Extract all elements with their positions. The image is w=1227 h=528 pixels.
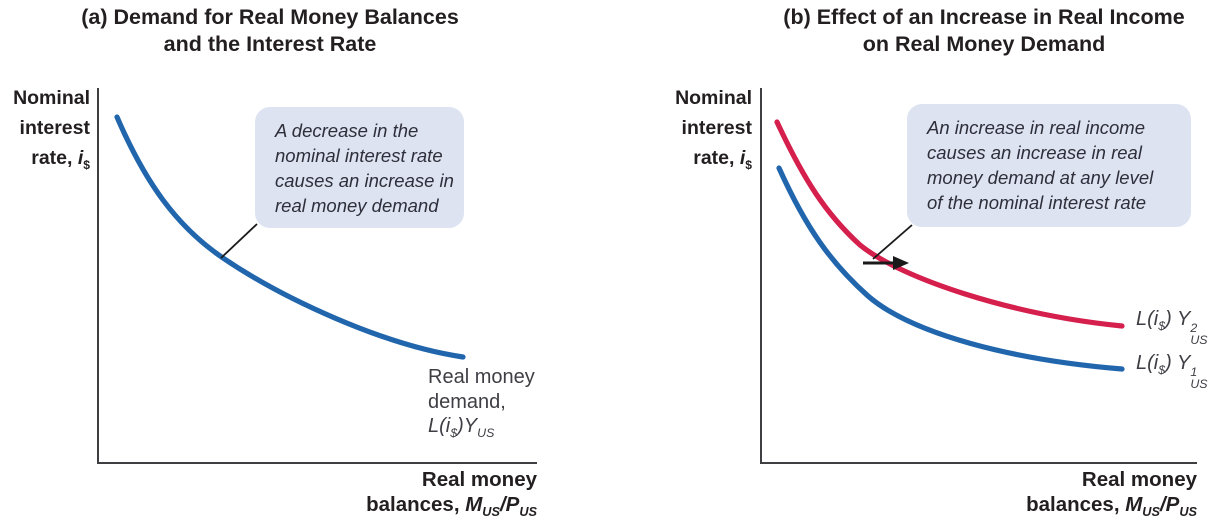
- us-subscript: US: [1142, 504, 1160, 520]
- shift-right-arrow-icon: [863, 256, 909, 270]
- panel-b-y-axis-label: Nominal interest rate, i$: [658, 83, 752, 180]
- money-supply-symbol: M: [1125, 493, 1143, 516]
- interest-rate-symbol: i: [77, 147, 84, 169]
- us-subscript: US: [1190, 377, 1208, 392]
- panel-a-title-line1: (a) Demand for Real Money Balances: [81, 5, 459, 29]
- formula-mid: )Y: [457, 415, 478, 437]
- superscript-1: 1: [1190, 364, 1198, 379]
- balances-text: balances,: [366, 493, 466, 516]
- panel-b-callout-line4: of the nominal interest rate: [927, 192, 1147, 213]
- panel-a-x-axis-label: Real money balances, MUS/PUS: [257, 467, 537, 524]
- panel-b-money-demand-curve-y1: [776, 165, 1125, 372]
- panel-b-title-line2: on Real Money Demand: [862, 32, 1106, 56]
- panel-a-x-axis-label-line2: balances, MUS/PUS: [257, 492, 537, 524]
- panel-b-x-axis-label-line2: balances, MUS/PUS: [917, 492, 1197, 524]
- superscript-2: 2: [1190, 320, 1198, 335]
- us-subscript: US: [1190, 333, 1208, 348]
- panel-b-title: (b) Effect of an Increase in Real Income…: [741, 4, 1227, 58]
- panel-b-callout-line2: causes an increase in real: [927, 142, 1142, 163]
- divide-slash: /: [499, 493, 506, 516]
- panel-b-callout-pointer-line: [872, 224, 913, 260]
- panel-a-callout-line4: real money demand: [275, 195, 439, 216]
- panel-a-callout-pointer-line: [220, 223, 258, 259]
- panel-b-y-axis-label-line3: rate, i$: [658, 143, 752, 180]
- panel-a-x-axis-label-line1: Real money: [421, 468, 537, 491]
- interest-rate-symbol: i: [739, 147, 746, 169]
- panel-b-x-axis-label: Real money balances, MUS/PUS: [917, 467, 1197, 524]
- panel-a-title-line2: and the Interest Rate: [163, 32, 377, 56]
- formula-mid: ) Y: [1165, 352, 1191, 374]
- panel-a-curve-formula: L(i$)YUS: [428, 414, 535, 446]
- formula-base: L(i: [1136, 352, 1159, 374]
- panel-b-y-axis-label-line1: Nominal: [675, 87, 752, 109]
- price-level-symbol: P: [505, 493, 520, 516]
- panel-b-callout-line3: money demand at any level: [927, 167, 1154, 188]
- panel-b-callout: An increase in real income causes an inc…: [907, 104, 1191, 227]
- us-subscript: US: [1179, 504, 1197, 520]
- us-subscript: US: [477, 426, 495, 440]
- panel-a-y-axis-label: Nominal interest rate, i$: [0, 83, 90, 180]
- panel-a-callout-line1: A decrease in the: [275, 120, 419, 141]
- formula-mid: ) Y: [1165, 308, 1191, 330]
- dollar-subscript: $: [450, 426, 458, 440]
- us-subscript: US: [519, 504, 537, 520]
- panel-b-title-line1: (b) Effect of an Increase in Real Income: [783, 5, 1185, 29]
- dollar-subscript: $: [745, 157, 752, 172]
- formula-base: L(i: [428, 415, 451, 437]
- formula-base: L(i: [1136, 308, 1159, 330]
- stacked-scripts: 2 US: [1190, 322, 1207, 347]
- panel-a-y-axis-label-line3: rate, i$: [0, 143, 90, 180]
- panel-b-callout-line1: An increase in real income: [927, 117, 1145, 138]
- stacked-scripts: 1 US: [1190, 366, 1207, 391]
- dollar-subscript: $: [1158, 319, 1166, 333]
- panel-a-y-axis-label-line1: Nominal: [13, 87, 90, 109]
- price-level-symbol: P: [1165, 493, 1180, 516]
- panel-b-money-demand-curve-y2: [774, 119, 1125, 329]
- dollar-subscript: $: [1158, 363, 1166, 377]
- panel-a-callout: A decrease in the nominal interest rate …: [255, 107, 464, 228]
- rate-text: rate,: [31, 147, 78, 169]
- panel-b-curve-y2-label: L(i$) Y 2 US: [1136, 308, 1208, 347]
- panel-b-axes: [760, 88, 1197, 464]
- us-subscript: US: [482, 504, 500, 520]
- rate-text: rate,: [693, 147, 740, 169]
- panel-a-callout-line2: nominal interest rate: [275, 145, 443, 166]
- panel-b-x-axis-label-line1: Real money: [1081, 468, 1197, 491]
- panel-b-y-axis-label-line2: interest: [681, 117, 752, 139]
- panel-a-money-demand-curve: [114, 114, 466, 360]
- panel-a-callout-line3: causes an increase in: [275, 170, 454, 191]
- money-supply-symbol: M: [465, 493, 483, 516]
- panel-a-curve-label-line2: demand,: [428, 390, 506, 413]
- panel-a-y-axis-label-line2: interest: [19, 117, 90, 139]
- panel-a-curve-label-line1: Real money: [428, 366, 535, 388]
- panel-b-curve-y1-label: L(i$) Y 1 US: [1136, 352, 1208, 391]
- divide-slash: /: [1159, 493, 1166, 516]
- dollar-subscript: $: [83, 157, 90, 172]
- panel-a-axes: [97, 88, 537, 464]
- panel-a-curve-label: Real money demand, L(i$)YUS: [428, 365, 535, 446]
- panel-a-title: (a) Demand for Real Money Balances and t…: [55, 4, 485, 58]
- balances-text: balances,: [1026, 493, 1126, 516]
